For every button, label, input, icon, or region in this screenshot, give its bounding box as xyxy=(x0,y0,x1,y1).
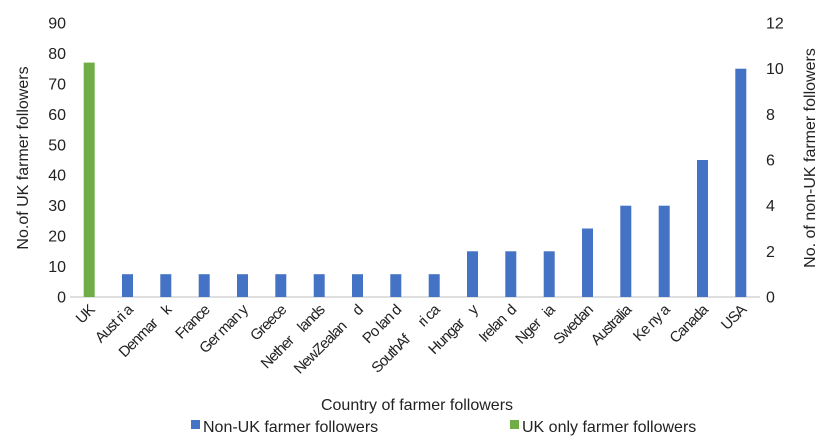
left-tick-label: 0 xyxy=(57,290,66,307)
legend-swatch-uk xyxy=(510,420,519,429)
right-axis-ticks: 0 2 4 6 8 10 12 xyxy=(766,16,784,307)
legend: Non-UK farmer followers UK only farmer f… xyxy=(191,419,696,436)
bar-non-uk-greece xyxy=(275,274,287,297)
legend-label-non-uk: Non-UK farmer followers xyxy=(203,419,378,436)
bar-non-uk-denmark xyxy=(160,274,172,297)
bar-non-uk-new-zealand xyxy=(352,274,363,297)
left-tick-label: 90 xyxy=(48,16,66,33)
x-axis-title: Country of farmer followers xyxy=(321,397,513,414)
bar-non-uk-france xyxy=(198,274,210,297)
right-tick-label: 6 xyxy=(766,153,775,170)
left-tick-label: 50 xyxy=(48,137,66,154)
left-tick-label: 80 xyxy=(48,46,66,63)
category-label: UK xyxy=(73,301,99,327)
right-axis-title: No. of non-UK farmer followers xyxy=(802,48,819,268)
bar-non-uk-nigeria xyxy=(543,251,555,297)
right-tick-label: 2 xyxy=(766,244,775,261)
right-tick-label: 4 xyxy=(766,198,775,215)
left-tick-label: 40 xyxy=(48,168,66,185)
left-tick-label: 60 xyxy=(48,107,66,124)
right-tick-label: 0 xyxy=(766,290,775,307)
legend-label-uk: UK only farmer followers xyxy=(522,419,696,436)
bar-non-uk-kenya xyxy=(658,205,670,297)
category-label: Irelan d xyxy=(476,301,520,345)
category-label: USA xyxy=(718,301,750,333)
category-label: Australia xyxy=(588,301,636,349)
left-axis-ticks: 0 10 20 30 40 50 60 70 80 90 xyxy=(48,16,66,307)
bar-non-uk-ireland xyxy=(505,251,517,297)
category-label: Swedan xyxy=(550,301,597,348)
bar-non-uk-canada xyxy=(697,160,708,297)
bar-non-uk-germany xyxy=(237,274,248,297)
right-tick-label: 10 xyxy=(766,61,784,78)
bar-non-uk-usa xyxy=(735,68,747,297)
right-tick-label: 12 xyxy=(766,16,784,33)
bar-non-uk-netherlands xyxy=(313,274,325,297)
bar-non-uk-australia xyxy=(620,205,632,297)
category-label: Nger ia xyxy=(512,301,559,348)
bar-uk-uk xyxy=(83,62,95,297)
bar-non-uk-austria xyxy=(122,274,133,297)
left-tick-label: 30 xyxy=(48,198,66,215)
category-label: Canada xyxy=(666,301,712,347)
plot-area xyxy=(70,62,760,298)
legend-swatch-non-uk xyxy=(191,420,200,429)
left-tick-label: 20 xyxy=(48,229,66,246)
bar-non-uk-poland xyxy=(390,274,402,297)
bar-non-uk-hungary xyxy=(467,251,478,297)
right-tick-label: 8 xyxy=(766,107,775,124)
category-label: Ke ny a xyxy=(630,301,674,345)
left-tick-label: 10 xyxy=(48,259,66,276)
bar-non-uk-sweden xyxy=(582,228,593,297)
left-tick-label: 70 xyxy=(48,76,66,93)
left-axis-title: No.of UK farmer followers xyxy=(15,66,32,249)
bar-non-uk-south-africa xyxy=(428,274,440,297)
